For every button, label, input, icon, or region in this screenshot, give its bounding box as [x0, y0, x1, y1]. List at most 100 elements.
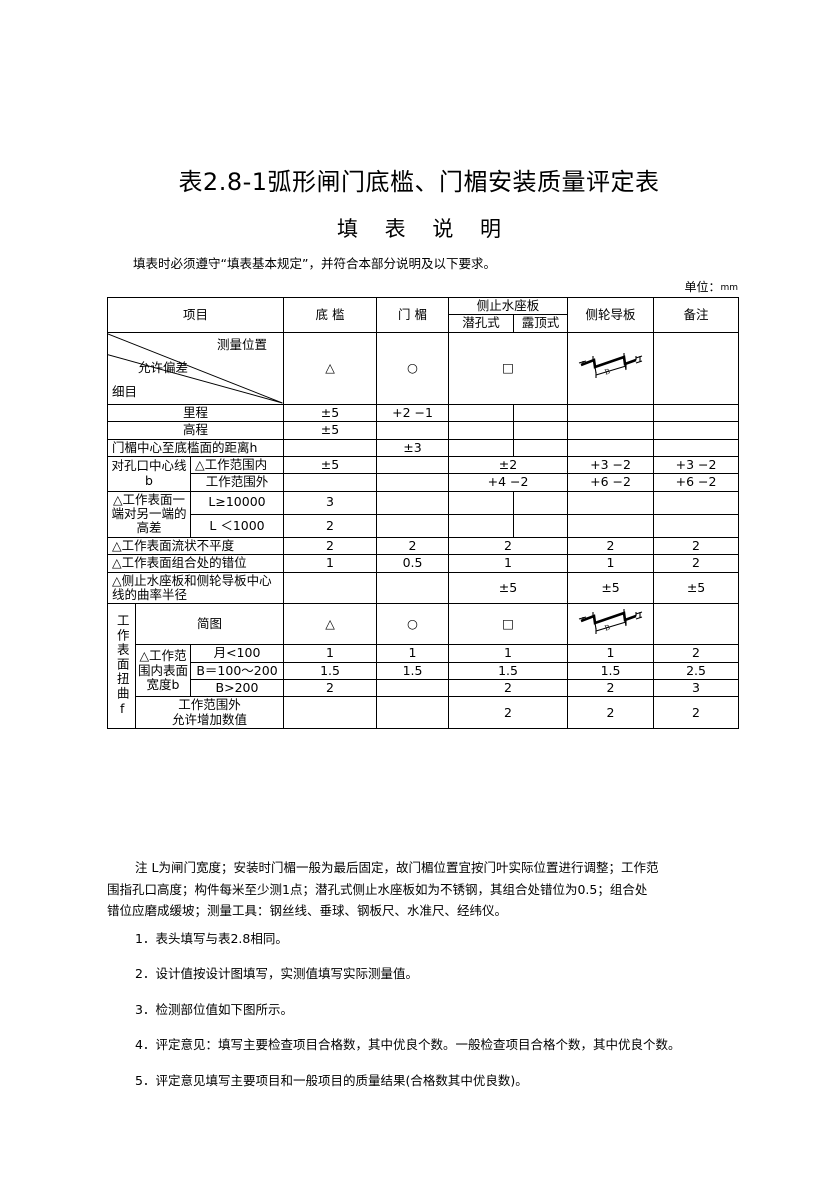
cell-seal-exposed [513, 490, 569, 515]
table-row: △工作表面流状不平度 2 2 2 2 2 [106, 536, 740, 556]
cell-sill: 1 [283, 554, 378, 573]
symbol-lintel: ○ [376, 331, 450, 405]
cell-guide: ±5 [567, 571, 655, 605]
subrow-label: 工作范围外 [189, 473, 285, 492]
header-sill: 底 槛 [283, 297, 378, 333]
cell-guide: 2 [567, 536, 655, 556]
cell-seal-merged: 1.5 [448, 661, 569, 681]
header-side-seal-exposed: 露顶式 [513, 314, 569, 333]
cell-remark: 2 [653, 536, 740, 556]
group-label-twist-text: 工作表面扭曲f [114, 614, 130, 719]
diagram-seal: □ [448, 603, 569, 646]
table-header-row: 项目 底 槛 门 楣 侧止水座板 侧轮导板 备注 [106, 296, 740, 333]
cell-remark [653, 490, 740, 515]
cell-lintel [376, 678, 450, 698]
cell-seal-merged: +4 −2 [448, 473, 569, 492]
sketch-channel-section-icon: B [578, 609, 642, 635]
table-row: L ＜1000 2 [108, 513, 740, 538]
header-remark: 备注 [653, 297, 740, 333]
cell-sill: ±5 [283, 421, 378, 440]
diagonal-label-detail-item: 细目 [112, 384, 138, 400]
cell-lintel: ±3 [376, 438, 450, 457]
cell-lintel [376, 421, 450, 440]
symbol-row: 测量位置 允许偏差 细目 △ ○ □ [106, 331, 740, 405]
cell-lintel [376, 490, 450, 515]
symbol-side-seal: □ [448, 331, 569, 405]
cell-lintel [376, 473, 450, 492]
cell-sill [283, 571, 378, 605]
group-label-end-height-diff: △工作表面一端对另一端的高差 [107, 490, 191, 538]
numbered-note-item: 1．表头填写与表2.8相同。 [135, 930, 288, 946]
diagram-remark [653, 603, 740, 646]
cell-remark: 2 [653, 696, 740, 730]
numbered-note-item: 3．检测部位值如下图所示。 [135, 1001, 293, 1017]
row-label: 门楣中心至底槛面的距离h [106, 438, 285, 457]
cell-guide: 2 [567, 678, 655, 698]
page-title: 表2.8-1弧形闸门底槛、门楣安装质量评定表 [178, 168, 660, 196]
cell-remark: 2 [653, 554, 740, 573]
cell-lintel: 1.5 [376, 661, 450, 681]
cell-lintel [376, 696, 450, 730]
row-label: 高程 [106, 421, 285, 440]
cell-lintel: 0.5 [376, 554, 450, 573]
cell-sill: ±5 [283, 403, 378, 423]
row-label: △工作表面流状不平度 [106, 536, 285, 556]
cell-seal-merged: ±5 [448, 571, 569, 605]
numbered-note-item: 5．评定意见填写主要项目和一般项目的质量结果(合格数其中优良数)。 [135, 1072, 528, 1088]
subrow-label: L≥10000 [189, 490, 285, 515]
quality-assessment-table-wrapper: 项目 底 槛 门 楣 侧止水座板 侧轮导板 备注 潜孔式 露顶式 测量位置 允许… [106, 296, 740, 730]
table-row: 工作范围外 允许增加数值 2 2 2 [108, 696, 740, 730]
diagonal-label-allowable-deviation: 允许偏差 [138, 359, 189, 375]
svg-text:B: B [603, 624, 610, 633]
table-row: B>200 2 2 2 3 [108, 678, 740, 698]
cell-guide: 1 [567, 554, 655, 573]
cell-remark: 2.5 [653, 661, 740, 681]
cell-guide [567, 403, 655, 423]
cell-guide: +6 −2 [567, 473, 655, 492]
cell-guide [567, 421, 655, 440]
header-side-wheel-guide: 侧轮导板 [567, 297, 655, 333]
page-subtitle: 填 表 说 明 [336, 217, 512, 241]
group-label-twist: 工作表面扭曲f [107, 603, 136, 730]
header-lintel: 门 楣 [376, 297, 450, 333]
cell-seal-merged: 2 [448, 678, 569, 698]
cell-guide: 2 [567, 696, 655, 730]
cell-sill: 1 [283, 644, 378, 663]
cell-seal-merged: 2 [448, 536, 569, 556]
cell-seal-submerged [448, 490, 515, 515]
cell-sill [283, 696, 378, 730]
cell-lintel: 1 [376, 644, 450, 663]
cell-sill [283, 473, 378, 492]
cell-sill: ±5 [283, 455, 378, 475]
table-row: B＝100～200 1.5 1.5 1.5 1.5 2.5 [108, 661, 740, 681]
cell-seal-merged: 1 [448, 644, 569, 663]
note-line: 注 L为闸门宽度；安装时门楣一般为最后固定，故门楣位置宜按门叶实际位置进行调整；… [135, 860, 659, 875]
diagram-lintel: ○ [376, 603, 450, 646]
outside-row-label: 工作范围外 允许增加数值 [134, 696, 285, 730]
header-side-seal-group: 侧止水座板 [448, 296, 569, 316]
note-paragraph: 注 L为闸门宽度；安装时门楣一般为最后固定，故门楣位置宜按门叶实际位置进行调整；… [107, 860, 747, 918]
unit-label: 单位： [684, 280, 721, 294]
diagram-row-label: 简图 [134, 603, 285, 646]
table-row: 对孔口中心线b △工作范围内 ±5 ±2 +3 −2 +3 −2 [107, 455, 740, 492]
outside-row-label-line1: 工作范围外 [178, 697, 241, 713]
table-row: △侧止水座板和侧轮导板中心线的曲率半径 ±5 ±5 ±5 [106, 571, 740, 605]
cell-remark: +6 −2 [653, 473, 740, 492]
cell-sill: 1.5 [283, 661, 378, 681]
unit-value: mm [720, 283, 738, 293]
quality-assessment-table: 项目 底 槛 门 楣 侧止水座板 侧轮导板 备注 潜孔式 露顶式 测量位置 允许… [106, 296, 740, 730]
svg-text:B: B [603, 368, 610, 377]
table-row: 工作表面扭曲f 简图 △ ○ □ [107, 603, 740, 730]
cell-seal-merged: 2 [448, 696, 569, 730]
table-header-subrow: 潜孔式 露顶式 [108, 314, 739, 333]
width-row-label: 月<100 [189, 644, 285, 663]
cell-remark: 2 [653, 644, 740, 663]
table-row: 里程 ±5 +2 −1 [106, 403, 740, 423]
cell-guide: +3 −2 [567, 455, 655, 475]
width-row-label: B>200 [189, 678, 285, 698]
cell-sill: 3 [283, 490, 378, 515]
cell-sill: 2 [283, 536, 378, 556]
cell-seal-submerged [448, 403, 515, 423]
cell-sill: 2 [283, 513, 378, 538]
